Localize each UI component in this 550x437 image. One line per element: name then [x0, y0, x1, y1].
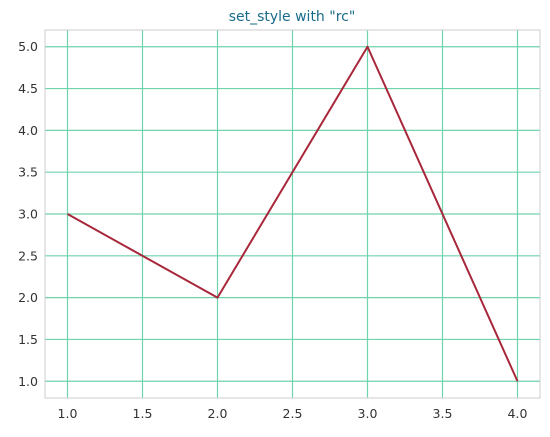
- x-tick-label: 1.0: [58, 406, 78, 421]
- x-tick-label: 1.5: [133, 406, 153, 421]
- x-tick-label: 4.0: [508, 406, 528, 421]
- y-axis-tick-labels: 1.0 1.5 2.0 2.5 3.0 3.5 4.0 4.5 5.0: [18, 39, 38, 389]
- series-layer: [67, 45, 519, 382]
- y-tick-label: 1.5: [18, 332, 38, 347]
- y-tick-label: 3.5: [18, 165, 38, 180]
- x-tick-label: 2.5: [283, 406, 303, 421]
- x-axis-tick-labels: 1.0 1.5 2.0 2.5 3.0 3.5 4.0: [58, 406, 528, 421]
- y-tick-label: 2.0: [18, 290, 38, 305]
- y-tick-label: 4.5: [18, 81, 38, 96]
- y-tick-label: 2.5: [18, 248, 38, 263]
- chart-title: set_style with "rc": [229, 9, 356, 25]
- x-tick-label: 3.0: [358, 406, 378, 421]
- grid: [45, 30, 540, 398]
- x-tick-label: 2.0: [208, 406, 228, 421]
- x-tick-label: 3.5: [433, 406, 453, 421]
- y-tick-label: 4.0: [18, 123, 38, 138]
- y-tick-label: 3.0: [18, 207, 38, 222]
- y-tick-label: 5.0: [18, 39, 38, 54]
- series-line: [67, 45, 519, 382]
- y-tick-label: 1.0: [18, 374, 38, 389]
- plot-area-frame: [44, 29, 541, 399]
